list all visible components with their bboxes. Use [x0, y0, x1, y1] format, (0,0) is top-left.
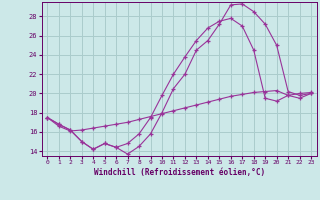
- X-axis label: Windchill (Refroidissement éolien,°C): Windchill (Refroidissement éolien,°C): [94, 168, 265, 177]
